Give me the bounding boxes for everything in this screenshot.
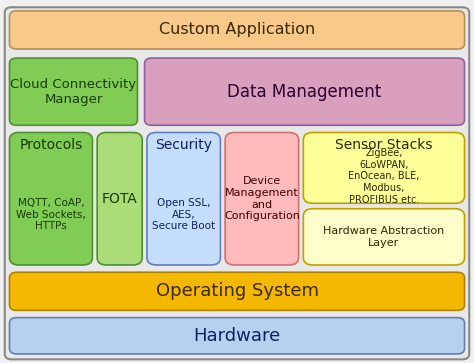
FancyBboxPatch shape — [145, 58, 465, 125]
FancyBboxPatch shape — [225, 132, 299, 265]
FancyBboxPatch shape — [147, 132, 220, 265]
Text: Sensor Stacks: Sensor Stacks — [335, 138, 433, 152]
Text: Hardware: Hardware — [193, 327, 281, 345]
Text: Hardware Abstraction
Layer: Hardware Abstraction Layer — [323, 226, 445, 248]
FancyBboxPatch shape — [97, 132, 142, 265]
Text: Security: Security — [155, 138, 212, 152]
Text: Open SSL,
AES,
Secure Boot: Open SSL, AES, Secure Boot — [152, 198, 215, 231]
FancyBboxPatch shape — [9, 272, 465, 310]
FancyBboxPatch shape — [303, 209, 465, 265]
Text: Device
Management
and
Configuration: Device Management and Configuration — [224, 176, 300, 221]
Text: Operating System: Operating System — [155, 282, 319, 300]
Text: Custom Application: Custom Application — [159, 23, 315, 37]
FancyBboxPatch shape — [9, 11, 465, 49]
FancyBboxPatch shape — [9, 58, 137, 125]
Text: Protocols: Protocols — [19, 138, 82, 152]
FancyBboxPatch shape — [9, 132, 92, 265]
FancyBboxPatch shape — [9, 318, 465, 354]
Text: FOTA: FOTA — [102, 192, 137, 206]
Text: MQTT, CoAP,
Web Sockets,
HTTPs: MQTT, CoAP, Web Sockets, HTTPs — [16, 198, 86, 231]
Text: Data Management: Data Management — [228, 83, 382, 101]
FancyBboxPatch shape — [303, 132, 465, 203]
FancyBboxPatch shape — [5, 7, 469, 359]
Text: Cloud Connectivity
Manager: Cloud Connectivity Manager — [10, 78, 137, 106]
Text: ZigBee,
6LoWPAN,
EnOcean, BLE,
Modbus,
PROFIBUS etc.: ZigBee, 6LoWPAN, EnOcean, BLE, Modbus, P… — [348, 148, 419, 205]
